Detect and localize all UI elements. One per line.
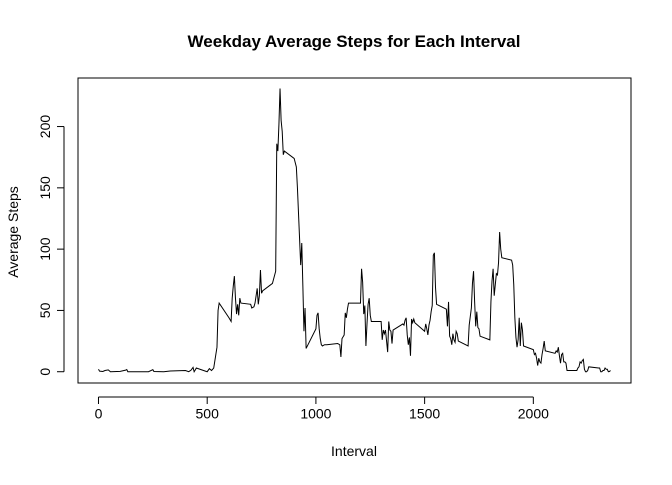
y-tick-label: 50	[37, 302, 53, 318]
y-tick-label: 100	[37, 237, 53, 261]
y-tick-label: 200	[37, 115, 53, 139]
y-tick-label: 0	[37, 368, 53, 376]
data-line	[98, 88, 611, 373]
chart-title: Weekday Average Steps for Each Interval	[188, 32, 521, 51]
y-tick-label: 150	[37, 176, 53, 200]
plot-box	[77, 77, 632, 384]
x-axis-label: Interval	[331, 443, 377, 459]
x-tick-label: 0	[95, 406, 103, 422]
x-tick-label: 2000	[518, 406, 549, 422]
y-axis-label: Average Steps	[5, 186, 21, 278]
x-tick-label: 500	[196, 406, 220, 422]
x-tick-label: 1500	[409, 406, 440, 422]
x-tick-label: 1000	[300, 406, 331, 422]
